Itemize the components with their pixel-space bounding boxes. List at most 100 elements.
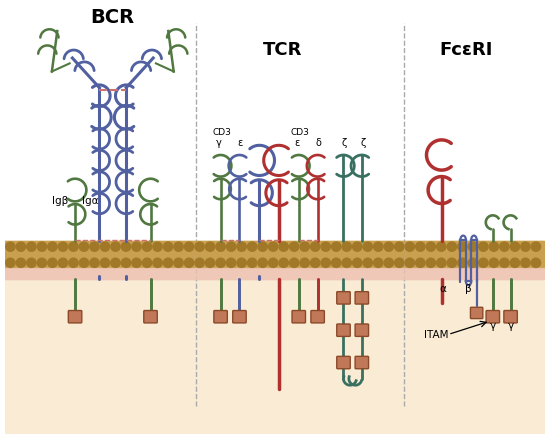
Circle shape — [90, 242, 99, 251]
Circle shape — [426, 242, 435, 251]
Circle shape — [248, 242, 257, 251]
Circle shape — [489, 242, 498, 251]
Circle shape — [237, 242, 246, 251]
Circle shape — [426, 258, 435, 267]
Circle shape — [174, 242, 183, 251]
Text: γ: γ — [490, 321, 496, 331]
Circle shape — [479, 242, 488, 251]
FancyBboxPatch shape — [292, 310, 305, 323]
Circle shape — [363, 258, 372, 267]
FancyBboxPatch shape — [504, 310, 517, 323]
Circle shape — [227, 242, 236, 251]
Circle shape — [468, 258, 478, 267]
Circle shape — [521, 258, 530, 267]
Circle shape — [458, 258, 467, 267]
Circle shape — [416, 258, 425, 267]
FancyBboxPatch shape — [214, 310, 227, 323]
Circle shape — [216, 258, 225, 267]
Circle shape — [37, 258, 47, 267]
Circle shape — [164, 258, 172, 267]
Circle shape — [195, 258, 204, 267]
Circle shape — [6, 258, 15, 267]
Circle shape — [489, 258, 498, 267]
Circle shape — [37, 242, 47, 251]
Circle shape — [395, 258, 404, 267]
Circle shape — [27, 242, 36, 251]
Text: Igα: Igα — [82, 196, 98, 206]
Circle shape — [48, 258, 57, 267]
Circle shape — [437, 242, 446, 251]
Circle shape — [195, 258, 204, 267]
Circle shape — [374, 258, 383, 267]
Circle shape — [447, 242, 456, 251]
Circle shape — [80, 258, 88, 267]
Text: TCR: TCR — [263, 41, 302, 59]
Circle shape — [111, 258, 120, 267]
Circle shape — [132, 242, 141, 251]
Circle shape — [416, 242, 425, 251]
Circle shape — [352, 242, 362, 251]
Circle shape — [142, 242, 152, 251]
Text: γ: γ — [216, 138, 222, 148]
FancyBboxPatch shape — [355, 324, 368, 336]
Text: CD3: CD3 — [213, 128, 232, 137]
Circle shape — [279, 258, 288, 267]
Circle shape — [121, 258, 131, 267]
Circle shape — [363, 242, 372, 251]
Circle shape — [300, 242, 309, 251]
Circle shape — [363, 258, 372, 267]
Circle shape — [342, 242, 351, 251]
Circle shape — [289, 258, 299, 267]
Circle shape — [111, 242, 120, 251]
Text: β: β — [465, 284, 472, 294]
Circle shape — [352, 242, 362, 251]
Circle shape — [489, 242, 498, 251]
Circle shape — [164, 258, 172, 267]
Circle shape — [311, 258, 320, 267]
Circle shape — [100, 258, 110, 267]
Circle shape — [416, 258, 425, 267]
Circle shape — [300, 258, 309, 267]
Circle shape — [132, 242, 141, 251]
FancyBboxPatch shape — [68, 310, 82, 323]
Circle shape — [384, 258, 393, 267]
Circle shape — [16, 242, 25, 251]
FancyBboxPatch shape — [486, 310, 500, 323]
Circle shape — [69, 242, 78, 251]
Circle shape — [395, 258, 404, 267]
Text: ε: ε — [294, 138, 300, 148]
Circle shape — [342, 258, 351, 267]
Circle shape — [500, 242, 509, 251]
Circle shape — [205, 242, 215, 251]
Circle shape — [332, 242, 341, 251]
Circle shape — [184, 242, 194, 251]
Text: CD3: CD3 — [291, 128, 310, 137]
Circle shape — [437, 242, 446, 251]
Text: Igβ: Igβ — [52, 196, 68, 206]
Circle shape — [121, 242, 131, 251]
Circle shape — [521, 242, 530, 251]
Circle shape — [205, 258, 215, 267]
Circle shape — [27, 258, 36, 267]
Circle shape — [321, 258, 330, 267]
Circle shape — [289, 242, 299, 251]
Circle shape — [153, 258, 162, 267]
Circle shape — [531, 258, 541, 267]
Circle shape — [100, 242, 110, 251]
Circle shape — [531, 258, 541, 267]
Circle shape — [374, 258, 383, 267]
FancyBboxPatch shape — [337, 292, 350, 304]
Circle shape — [48, 258, 57, 267]
Circle shape — [437, 258, 446, 267]
Circle shape — [237, 258, 246, 267]
Circle shape — [100, 242, 110, 251]
Circle shape — [511, 258, 519, 267]
Circle shape — [153, 242, 162, 251]
Circle shape — [458, 242, 467, 251]
Circle shape — [37, 258, 47, 267]
Circle shape — [58, 242, 68, 251]
Text: ε: ε — [238, 138, 243, 148]
Circle shape — [489, 258, 498, 267]
Circle shape — [58, 258, 68, 267]
Circle shape — [395, 242, 404, 251]
